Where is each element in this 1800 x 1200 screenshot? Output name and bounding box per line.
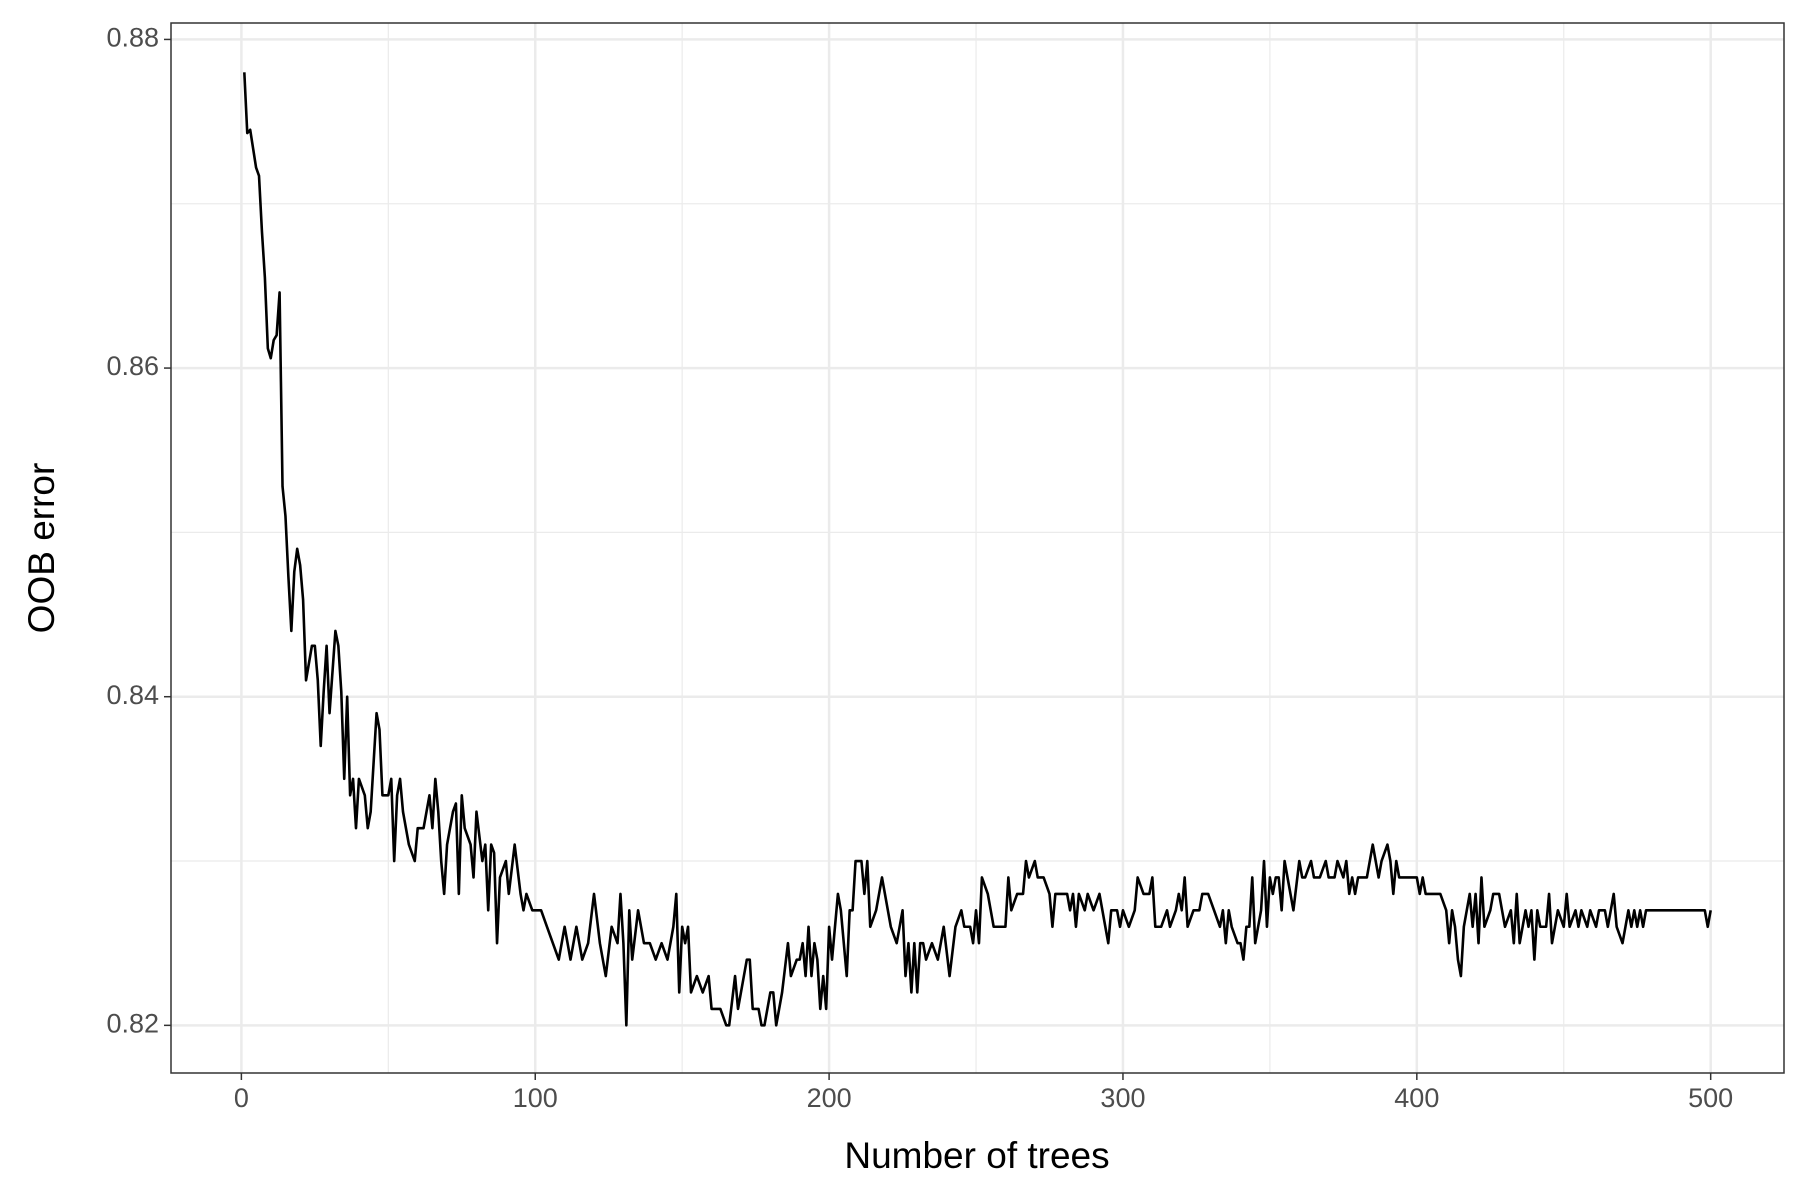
y-tick-label: 0.84 bbox=[106, 680, 159, 710]
panel-border bbox=[170, 22, 1785, 1074]
y-tick-label: 0.86 bbox=[106, 351, 159, 381]
x-tick-label: 400 bbox=[1394, 1083, 1439, 1113]
y-axis-title: OOB error bbox=[21, 463, 62, 634]
x-tick-label: 100 bbox=[513, 1083, 558, 1113]
data-line bbox=[243, 72, 1712, 1027]
x-tick-label: 0 bbox=[234, 1083, 249, 1113]
x-tick-label: 500 bbox=[1688, 1083, 1733, 1113]
y-tick-label: 0.88 bbox=[106, 23, 159, 53]
y-tick-label: 0.82 bbox=[106, 1008, 159, 1038]
x-tick-label: 300 bbox=[1100, 1083, 1145, 1113]
x-axis-title: Number of trees bbox=[844, 1135, 1109, 1176]
x-tick-label: 200 bbox=[807, 1083, 852, 1113]
